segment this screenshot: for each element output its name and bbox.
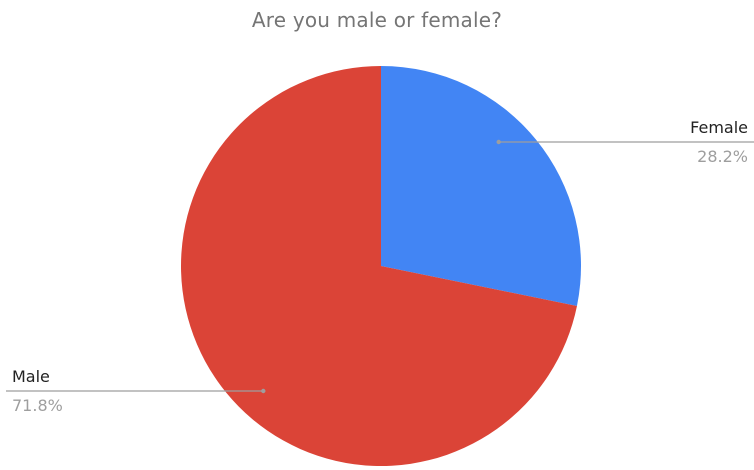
pie-slice-male — [180, 66, 577, 466]
slice-labels: Female 28.2% Male 71.8% — [12, 118, 748, 415]
slice-percent-male: 71.8% — [12, 396, 63, 415]
slice-label-male: Male — [12, 367, 50, 386]
pie-slice-female — [381, 66, 581, 306]
slice-label-female: Female — [690, 118, 748, 137]
label-leaders — [6, 139, 754, 394]
slice-percent-female: 28.2% — [697, 147, 748, 166]
pie-slices — [180, 66, 581, 466]
chart-title: Are you male or female? — [251, 8, 503, 32]
